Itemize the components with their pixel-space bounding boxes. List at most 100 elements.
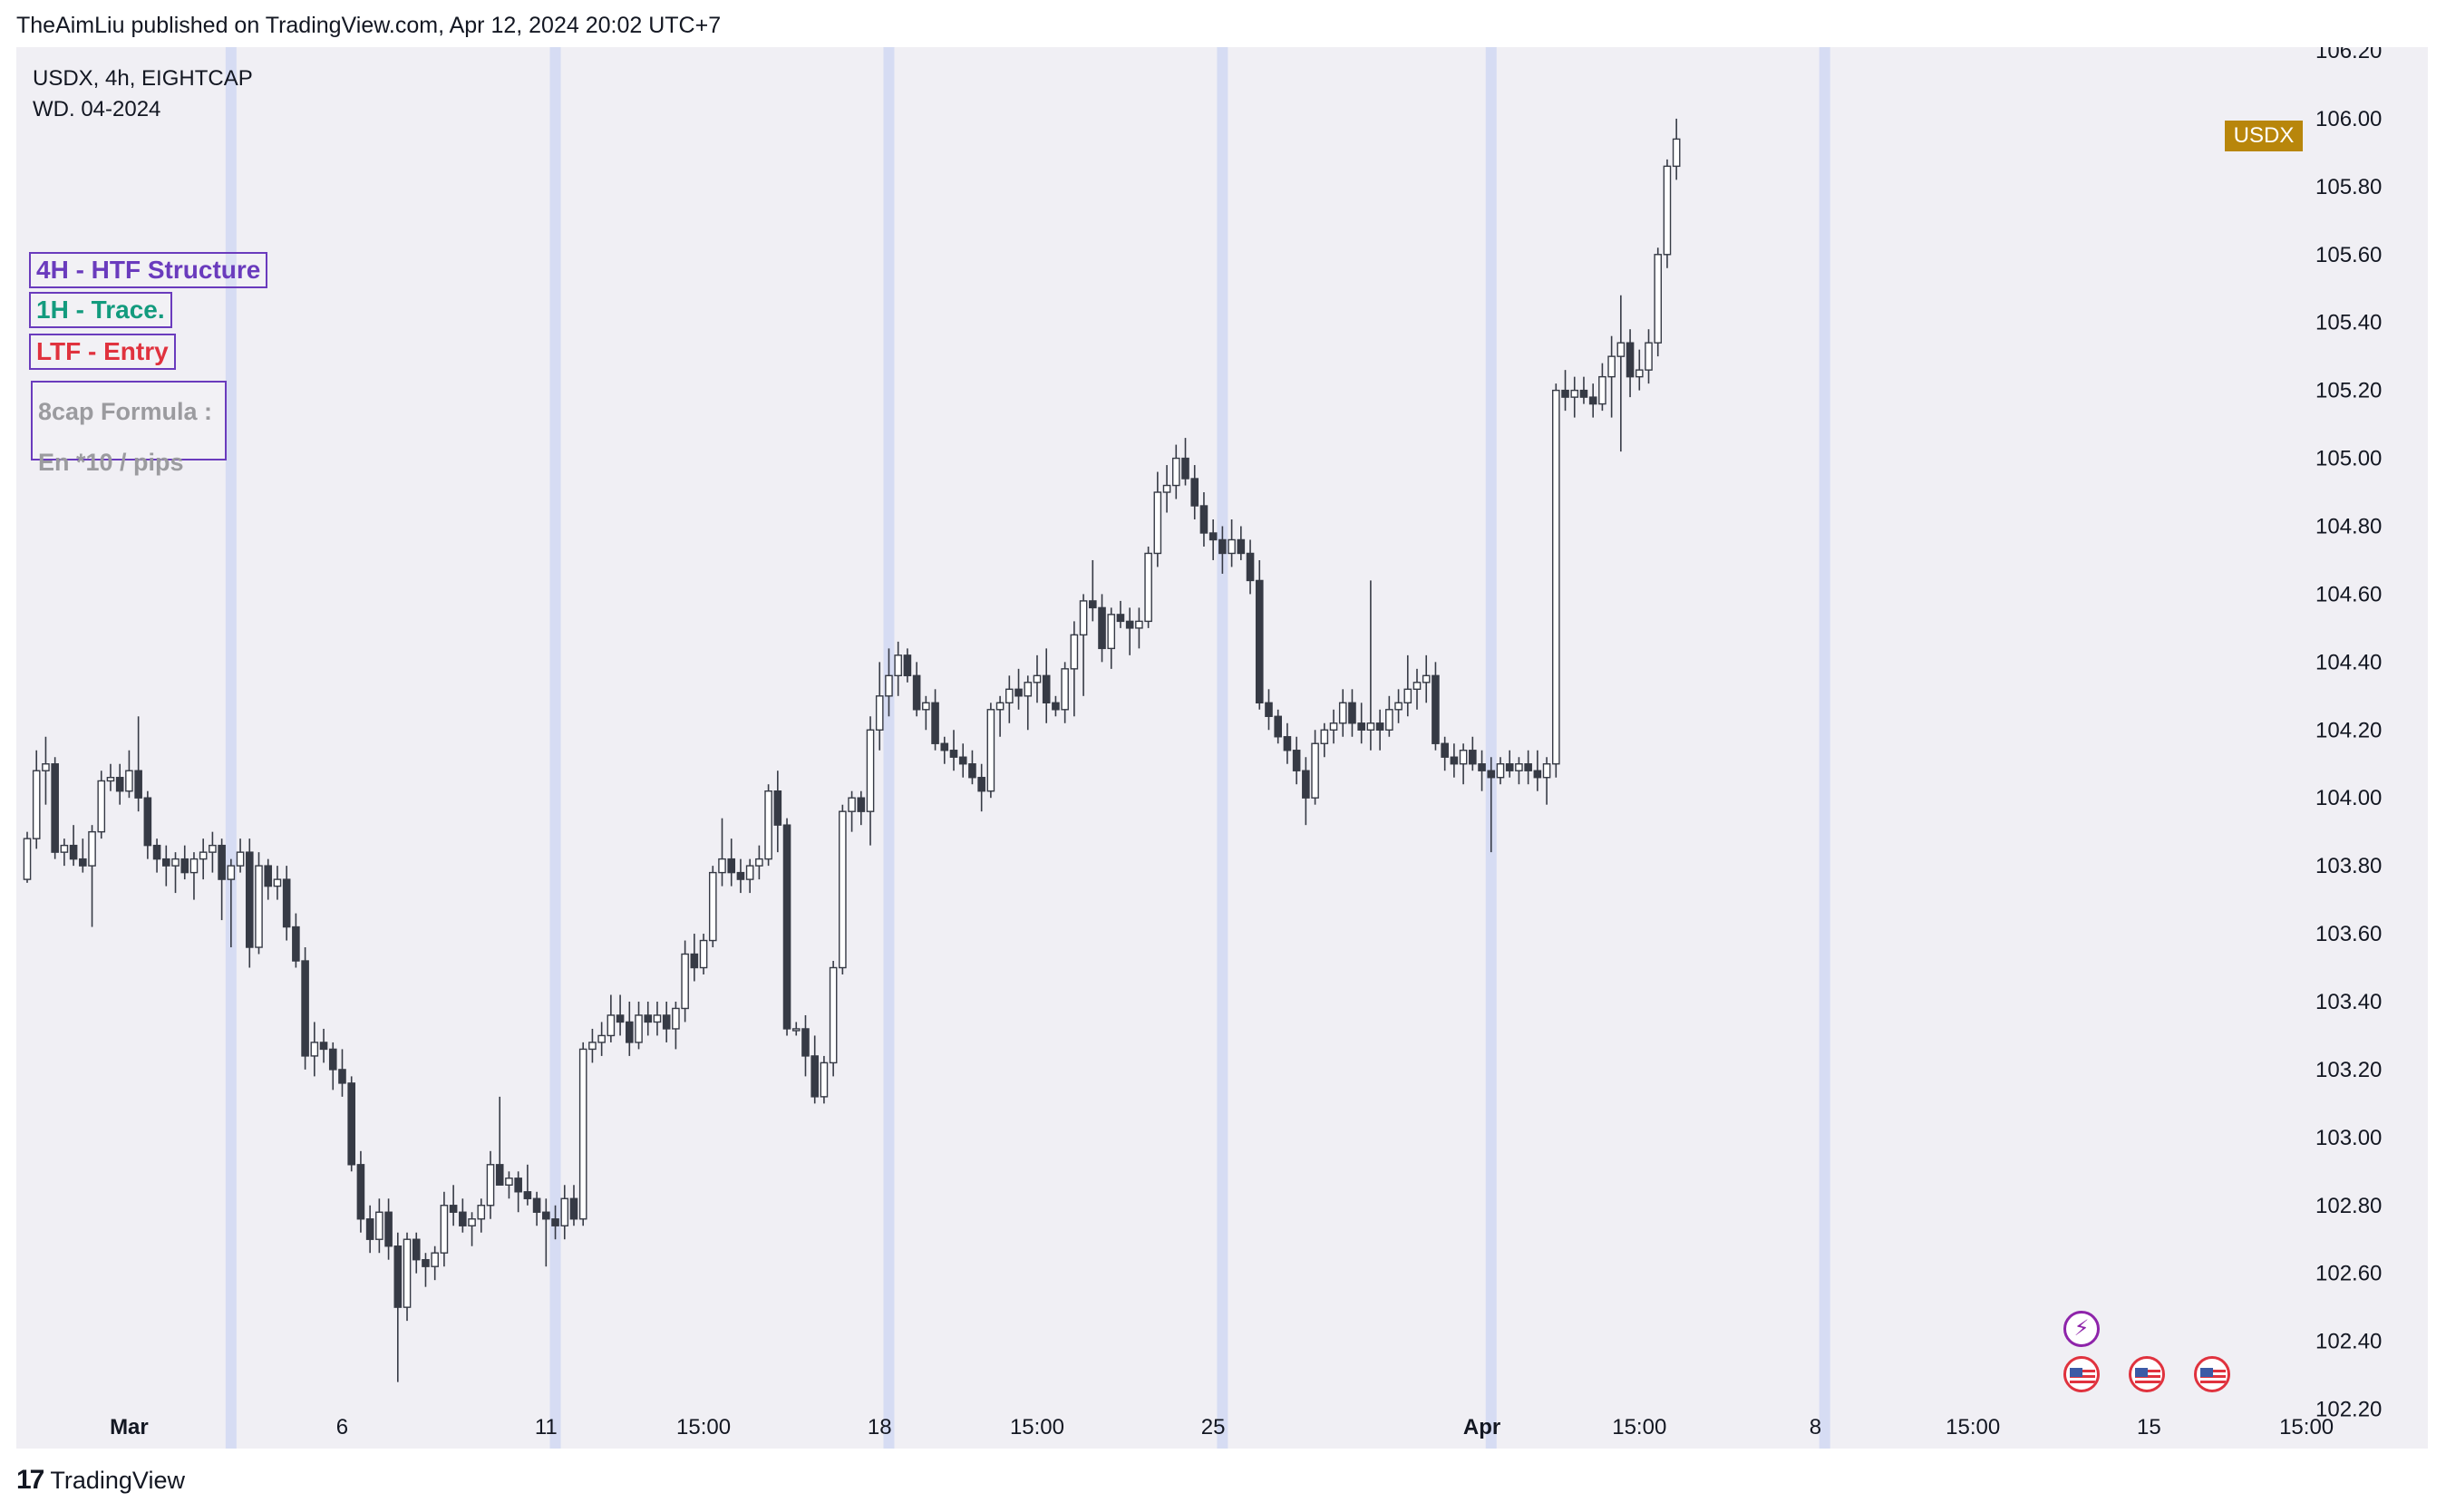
candle-down[interactable]: [245, 851, 254, 948]
candle-up[interactable]: [1542, 763, 1551, 779]
candle-down[interactable]: [1579, 389, 1588, 398]
candle-down[interactable]: [1199, 505, 1208, 534]
candle-down[interactable]: [514, 1178, 522, 1193]
candle-down[interactable]: [51, 763, 59, 853]
candle-down[interactable]: [292, 926, 300, 962]
brand-name[interactable]: TradingView: [50, 1466, 185, 1494]
candle-down[interactable]: [264, 865, 273, 887]
candle-down[interactable]: [940, 742, 949, 751]
candle-up[interactable]: [1228, 538, 1236, 555]
candle-down[interactable]: [1116, 614, 1125, 623]
candle-down[interactable]: [968, 763, 976, 779]
candle-down[interactable]: [532, 1197, 541, 1213]
candle-up[interactable]: [1079, 600, 1088, 636]
candle-up[interactable]: [1153, 491, 1162, 555]
candle-up[interactable]: [97, 780, 106, 833]
candle-down[interactable]: [1237, 538, 1246, 555]
candle-up[interactable]: [829, 966, 838, 1064]
candle-down[interactable]: [412, 1238, 421, 1261]
candle-up[interactable]: [885, 674, 893, 697]
candle-up[interactable]: [375, 1211, 383, 1240]
candle-down[interactable]: [1375, 722, 1384, 731]
candle-up[interactable]: [1459, 750, 1468, 765]
candle-up[interactable]: [125, 770, 133, 792]
candle-up[interactable]: [1598, 375, 1606, 405]
candle-up[interactable]: [403, 1238, 412, 1308]
candle-down[interactable]: [773, 790, 782, 826]
candle-up[interactable]: [995, 702, 1005, 711]
candle-down[interactable]: [1218, 538, 1227, 555]
candle-up[interactable]: [255, 865, 263, 948]
candle-up[interactable]: [1320, 729, 1329, 744]
candle-down[interactable]: [1088, 600, 1097, 609]
candle-down[interactable]: [1014, 688, 1023, 697]
candle-down[interactable]: [384, 1211, 393, 1247]
candle-down[interactable]: [134, 770, 142, 799]
candle-down[interactable]: [1533, 770, 1542, 779]
candle-down[interactable]: [180, 858, 189, 874]
candle-up[interactable]: [745, 865, 754, 880]
candle-down[interactable]: [626, 1021, 634, 1043]
candle-up[interactable]: [597, 1034, 606, 1043]
lightning-icon[interactable]: ⚡: [2063, 1311, 2100, 1347]
candle-up[interactable]: [1515, 763, 1523, 771]
candle-up[interactable]: [1654, 254, 1663, 344]
candle-down[interactable]: [365, 1218, 374, 1240]
candle-up[interactable]: [755, 858, 763, 867]
candle-down[interactable]: [931, 702, 939, 744]
candle-up[interactable]: [1403, 688, 1412, 703]
candle-down[interactable]: [1487, 770, 1496, 779]
candle-up[interactable]: [23, 838, 32, 880]
candle-up[interactable]: [1496, 763, 1505, 779]
candle-down[interactable]: [958, 756, 967, 765]
candle-down[interactable]: [1524, 763, 1532, 771]
candle-down[interactable]: [161, 858, 170, 867]
us-flag-icon[interactable]: [2194, 1356, 2230, 1392]
candle-up[interactable]: [1635, 369, 1644, 378]
candle-down[interactable]: [1441, 742, 1449, 758]
candle-down[interactable]: [338, 1069, 346, 1084]
candle-down[interactable]: [422, 1258, 430, 1267]
candle-up[interactable]: [1366, 722, 1375, 731]
candle-down[interactable]: [1357, 722, 1365, 731]
candle-down[interactable]: [449, 1205, 458, 1213]
candle-down[interactable]: [801, 1028, 810, 1057]
candle-up[interactable]: [189, 858, 199, 874]
candle-up[interactable]: [477, 1205, 486, 1220]
candle-up[interactable]: [1570, 389, 1579, 398]
candle-down[interactable]: [810, 1055, 819, 1098]
candle-down[interactable]: [662, 1014, 671, 1030]
candle-up[interactable]: [1162, 484, 1171, 493]
chart-area[interactable]: 102.20 102.40 102.60 102.80 103.00 103.20 103.…: [16, 47, 2428, 1449]
candle-down[interactable]: [523, 1191, 532, 1199]
candlestick-chart[interactable]: 102.20 102.40 102.60 102.80 103.00 103.20 103.…: [16, 47, 2428, 1449]
candle-down[interactable]: [1098, 606, 1106, 650]
candle-up[interactable]: [1107, 614, 1116, 650]
candle-down[interactable]: [977, 777, 985, 792]
candle-up[interactable]: [88, 830, 96, 867]
candle-up[interactable]: [468, 1218, 476, 1226]
candle-down[interactable]: [857, 797, 866, 812]
candle-down[interactable]: [1283, 736, 1292, 751]
candle-up[interactable]: [875, 695, 884, 731]
candle-down[interactable]: [115, 777, 124, 792]
candle-up[interactable]: [588, 1042, 597, 1051]
candle-up[interactable]: [986, 709, 995, 792]
candle-down[interactable]: [912, 674, 921, 711]
candle-up[interactable]: [672, 1007, 680, 1030]
candle-down[interactable]: [1478, 763, 1486, 771]
candle-down[interactable]: [347, 1082, 356, 1166]
candle-down[interactable]: [356, 1164, 365, 1220]
candle-down[interactable]: [1432, 674, 1440, 744]
candle-down[interactable]: [143, 797, 152, 847]
candle-up[interactable]: [431, 1252, 439, 1267]
candle-down[interactable]: [301, 960, 309, 1057]
candle-up[interactable]: [1338, 702, 1347, 724]
candle-up[interactable]: [1551, 389, 1560, 765]
candle-up[interactable]: [607, 1014, 616, 1037]
candle-down[interactable]: [644, 1014, 653, 1023]
candle-up[interactable]: [42, 763, 50, 771]
candle-up[interactable]: [1033, 674, 1042, 683]
candle-up[interactable]: [236, 851, 245, 867]
candle-down[interactable]: [1125, 620, 1134, 629]
